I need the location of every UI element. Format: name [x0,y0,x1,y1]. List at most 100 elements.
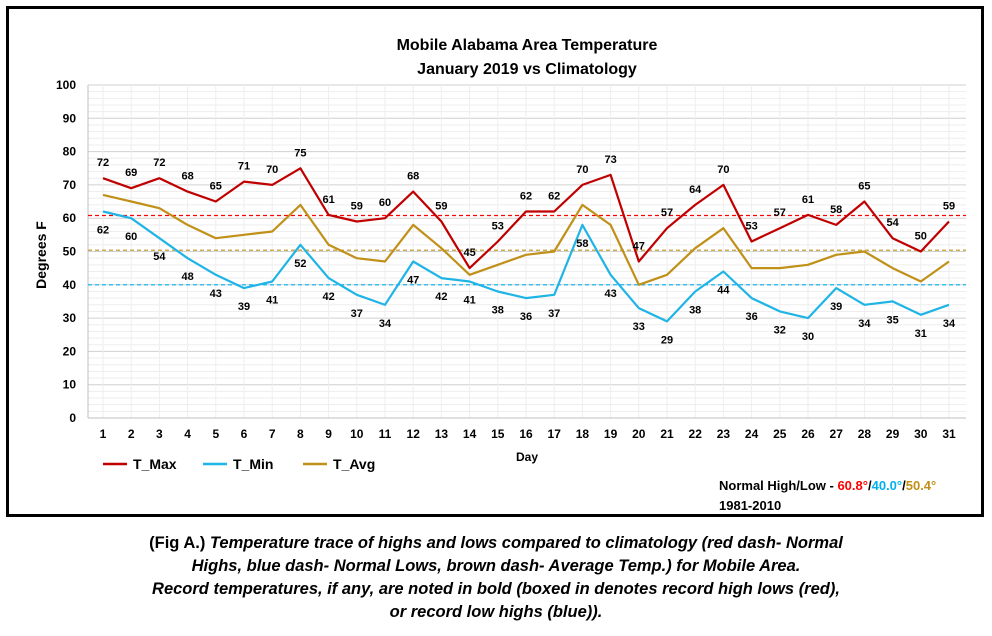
normals-sep2: / [902,478,906,493]
data-label-min: 38 [492,304,504,316]
data-label-min: 38 [689,304,701,316]
x-tick-label: 25 [773,427,787,441]
x-tick-label: 5 [212,427,219,441]
normals-label: Normal High/Low - 60.8°/40.0°/50.4° [719,478,936,493]
data-label-min: 43 [210,288,222,300]
x-tick-label: 13 [435,427,449,441]
data-label-max: 70 [717,164,729,176]
x-tick-label: 18 [576,427,590,441]
data-label-min: 54 [153,251,166,263]
data-label-min: 60 [125,231,137,243]
data-label-max: 61 [322,194,334,206]
data-label-min: 29 [661,334,673,346]
data-label-min: 62 [97,225,109,237]
data-label-max: 72 [153,157,165,169]
data-label-min: 43 [604,288,616,300]
x-tick-label: 26 [801,427,815,441]
data-label-max: 54 [886,217,899,229]
caption-text1: Temperature trace of highs and lows comp… [205,534,843,552]
x-tick-label: 6 [241,427,248,441]
figure-caption: (Fig A.) Temperature trace of highs and … [0,532,992,624]
normal-avg: 50.4° [905,478,937,493]
x-tick-label: 3 [156,427,163,441]
data-label-min: 42 [435,291,447,303]
x-tick-label: 20 [632,427,646,441]
x-tick-label: 10 [350,427,364,441]
legend-label-avg: T_Avg [333,456,375,472]
caption-line3: Record temperatures, if any, are noted i… [152,580,840,598]
x-tick-label: 8 [297,427,304,441]
series-line-t-min [102,210,950,323]
data-labels: 72 69 72 68 65 71 70 75 61 59 60 68 59 45 53 62 62 70 73 47… [97,147,956,346]
data-label-min: 36 [745,311,757,323]
data-label-max: 73 [604,154,616,166]
data-label-max: 50 [915,231,927,243]
data-label-min: 58 [576,238,588,250]
data-label-max: 62 [520,191,532,203]
x-tick-label: 15 [491,427,505,441]
x-tick-label: 19 [604,427,618,441]
data-label-max: 70 [266,164,278,176]
data-label-min: 47 [407,274,419,286]
data-label-min: 34 [858,318,871,330]
y-tick-label: 0 [69,411,76,425]
x-tick-label: 30 [914,427,928,441]
data-label-min: 44 [717,284,730,296]
x-tick-label: 14 [463,427,477,441]
normal-high: 60.8° [837,478,868,493]
data-label-min: 42 [322,291,334,303]
data-label-min: 34 [943,318,956,330]
data-label-min: 36 [520,311,532,323]
y-tick-label: 90 [63,111,77,125]
data-label-max: 45 [463,247,475,259]
normals-prefix: Normal High/Low - [719,478,838,493]
data-label-min: 39 [830,301,842,313]
data-label-min: 41 [463,294,475,306]
x-tick-label: 24 [745,427,759,441]
data-label-max: 53 [745,221,757,233]
data-label-min: 35 [886,314,898,326]
data-label-max: 53 [492,221,504,233]
normal-low: 40.0° [871,478,903,493]
x-tick-label: 27 [830,427,844,441]
data-label-min: 34 [379,318,392,330]
data-label-min: 32 [774,324,786,336]
x-tick-label: 11 [379,427,392,441]
caption-fig-label: (Fig A.) [149,534,206,552]
data-label-max: 59 [351,201,363,213]
data-label-max: 70 [576,164,588,176]
x-tick-label: 29 [886,427,900,441]
series-lines [102,167,950,323]
data-label-max: 57 [774,207,786,219]
data-label-min: 41 [266,294,278,306]
series-line-t-max [102,167,950,270]
x-tick-label: 9 [325,427,332,441]
y-tick-label: 30 [63,311,77,325]
y-tick-label: 50 [63,245,77,259]
data-label-min: 31 [915,328,927,340]
x-axis-title: Day [516,450,538,464]
data-label-max: 59 [435,201,447,213]
x-tick-label: 22 [689,427,703,441]
data-label-max: 61 [802,194,814,206]
data-label-max: 68 [407,171,419,183]
y-tick-label: 40 [63,278,77,292]
data-label-max: 64 [689,184,702,196]
y-tick-label: 80 [63,145,77,159]
data-label-max: 47 [633,240,645,252]
normals-sep1: / [867,478,872,493]
data-label-min: 39 [238,301,250,313]
series-line-t-avg [102,193,950,286]
data-label-max: 62 [548,191,560,203]
data-label-max: 69 [125,167,137,179]
data-label-max: 58 [830,204,842,216]
x-tick-label: 23 [717,427,731,441]
gridlines [87,84,966,419]
data-label-max: 60 [379,197,391,209]
data-label-min: 37 [548,308,560,320]
caption-line1: (Fig A.) Temperature trace of highs and … [0,532,992,555]
normal-lines [88,214,966,286]
y-tick-label: 70 [63,178,77,192]
x-tick-label: 17 [548,427,562,441]
